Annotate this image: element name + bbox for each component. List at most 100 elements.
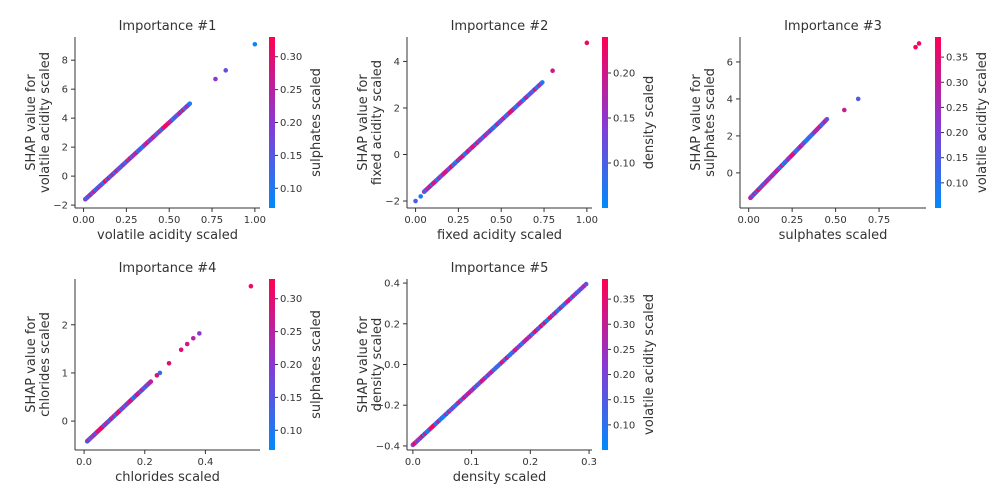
x-tick-label: 0.00 — [72, 215, 94, 226]
subplot-4: Importance #4 0.0 0.2 0.4 0 1 2 chlorides scale… — [24, 261, 324, 485]
x-tick-label: 0.75 — [201, 215, 223, 226]
colorbar-tick-label: 0.20 — [946, 128, 968, 139]
x-tick-label: 0.25 — [781, 215, 803, 226]
x-tick-label: 0.3 — [581, 457, 597, 468]
x-tick-label: 0.2 — [137, 457, 153, 468]
y-tick-label: −2 — [385, 197, 400, 208]
colorbar-label: volatile acidity scaled — [642, 294, 657, 435]
x-tick-label: 1.00 — [244, 215, 266, 226]
scatter-point — [252, 41, 258, 47]
scatter-point — [916, 41, 922, 46]
colorbar-tick-label: 0.25 — [613, 345, 635, 356]
y-tick-label: −0.4 — [376, 441, 400, 452]
y-tick-label: 2 — [727, 131, 733, 142]
x-tick-label: 0.0 — [76, 457, 92, 468]
scatter-point — [166, 361, 172, 366]
scatter-point — [213, 76, 218, 82]
x-tick-label: 0.25 — [115, 215, 137, 226]
colorbar-tick-label: 0.15 — [280, 393, 302, 404]
scatter-point — [187, 101, 193, 106]
scatter-point — [824, 116, 830, 122]
colorbar-gradient — [269, 279, 275, 450]
colorbar-label: density scaled — [642, 76, 657, 170]
y-axis-label: SHAP value forvolatile acidity scaled — [24, 52, 53, 193]
x-axis-label: chlorides scaled — [115, 470, 220, 485]
x-axis-label: volatile acidity scaled — [97, 228, 238, 243]
x-axis-label: fixed acidity scaled — [437, 228, 562, 243]
y-tick-label: −0.2 — [376, 401, 400, 412]
subplot-title: Importance #2 — [451, 19, 549, 34]
x-tick-label: 0.50 — [824, 215, 846, 226]
colorbar-tick-label: 0.15 — [280, 151, 302, 162]
colorbar-tick-label: 0.15 — [613, 114, 635, 125]
x-tick-label: 0.00 — [404, 215, 426, 226]
y-tick-label: 2 — [394, 103, 400, 114]
scatter-point — [584, 40, 590, 46]
x-tick-label: 0.0 — [405, 457, 421, 468]
x-tick-label: 0.00 — [738, 215, 760, 226]
x-tick-label: 0.4 — [197, 457, 213, 468]
colorbar-tick-label: 0.10 — [280, 184, 302, 195]
colorbar-tick-label: 0.35 — [613, 295, 635, 306]
scatter-point — [550, 68, 555, 74]
subplot-5: Importance #50.0 0.1 0.2 0.3−0.4−0.20.00.20… — [356, 261, 657, 485]
colorbar-tick-label: 0.10 — [613, 159, 635, 170]
y-tick-label: −2 — [53, 201, 68, 212]
scatter-point — [540, 80, 545, 85]
colorbar-tick-label: 0.20 — [613, 370, 635, 381]
scatter-points — [82, 41, 258, 202]
y-tick-label: 0 — [62, 172, 68, 183]
y-axis-label: SHAP value forchlorides scaled — [24, 312, 53, 417]
colorbar-tick-label: 0.30 — [280, 52, 302, 63]
y-tick-label: 8 — [62, 56, 68, 67]
colorbar-tick-label: 0.20 — [280, 118, 302, 129]
colorbar-label: sulphates scaled — [309, 68, 324, 177]
y-tick-label: 2 — [62, 320, 68, 331]
scatter-points — [413, 40, 590, 204]
subplot-title: Importance #1 — [119, 19, 217, 34]
colorbar-gradient — [935, 37, 941, 208]
scatter-points — [748, 41, 922, 201]
scatter-point — [157, 370, 163, 376]
colorbar-tick-label: 0.25 — [946, 103, 968, 114]
y-tick-label: 0.2 — [384, 319, 400, 330]
colorbar-label: sulphates scaled — [309, 310, 324, 419]
colorbar-tick-label: 0.15 — [946, 153, 968, 164]
y-tick-label: 6 — [727, 57, 733, 68]
colorbar: 0.10 0.15 0.20 density scaled — [602, 37, 657, 208]
colorbar-tick-label: 0.20 — [280, 360, 302, 371]
colorbar-tick-label: 0.20 — [613, 69, 635, 80]
y-tick-label: 4 — [394, 57, 400, 68]
colorbar: 0.10 0.15 0.20 0.25 0.30 sulphates scaled — [269, 37, 324, 208]
scatter-point — [223, 68, 229, 73]
scatter-point — [842, 107, 847, 113]
scatter-points — [410, 281, 589, 448]
x-tick-label: 0.1 — [464, 457, 480, 468]
colorbar-tick-label: 0.30 — [280, 294, 302, 305]
x-axis-label: sulphates scaled — [779, 228, 888, 243]
scatter-point — [418, 194, 424, 199]
y-tick-label: 1 — [62, 368, 68, 379]
y-axis-label: SHAP value fordensity scaled — [356, 316, 385, 413]
colorbar-label: volatile acidity scaled — [975, 52, 990, 193]
x-tick-label: 0.2 — [522, 457, 538, 468]
scatter-point — [190, 335, 196, 341]
colorbar-gradient — [602, 279, 608, 450]
y-tick-label: 0.0 — [384, 360, 400, 371]
scatter-point — [184, 341, 190, 347]
x-tick-label: 1.00 — [576, 215, 598, 226]
x-tick-label: 0.25 — [447, 215, 469, 226]
subplot-3: Importance #3 0.00 0.25 0.50 0.75 0 2 4 6 sulphat… — [689, 19, 990, 243]
scatter-point — [413, 198, 418, 204]
colorbar: 0.10 0.15 0.20 0.25 0.30 0.35 volatile acidity… — [935, 37, 990, 208]
x-tick-label: 0.75 — [868, 215, 890, 226]
scatter-point — [178, 347, 184, 353]
y-tick-label: 0 — [394, 150, 400, 161]
y-tick-label: 4 — [62, 114, 68, 125]
colorbar: 0.10 0.15 0.20 0.25 0.30 sulphates scaled — [269, 279, 324, 450]
colorbar-gradient — [269, 37, 275, 208]
scatter-point — [913, 44, 918, 50]
y-axis-label: SHAP value forsulphates scaled — [689, 68, 718, 177]
scatter-points — [84, 283, 254, 444]
